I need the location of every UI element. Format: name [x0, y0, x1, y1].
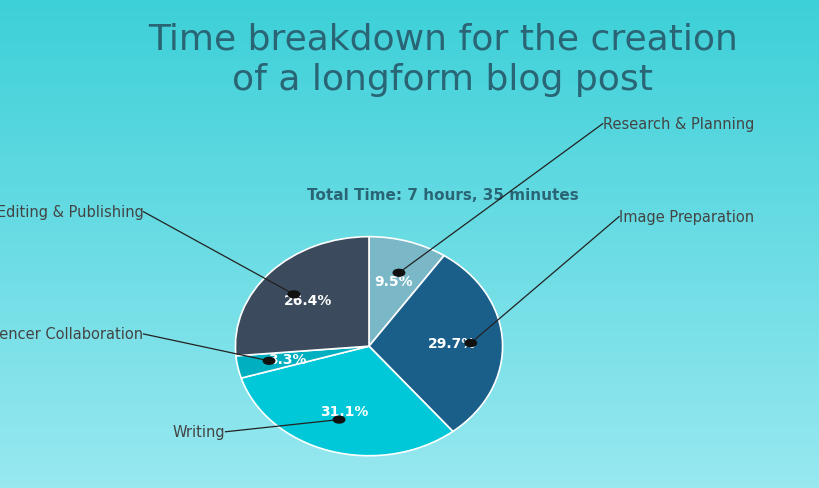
Text: Writing: Writing	[173, 425, 225, 439]
Text: Editing & Publishing: Editing & Publishing	[0, 205, 143, 220]
Wedge shape	[369, 256, 502, 431]
Text: 26.4%: 26.4%	[283, 294, 332, 308]
Text: Research & Planning: Research & Planning	[602, 117, 753, 132]
Text: Time breakdown for the creation
of a longform blog post: Time breakdown for the creation of a lon…	[147, 22, 737, 97]
Wedge shape	[236, 346, 369, 378]
Text: 9.5%: 9.5%	[373, 275, 412, 289]
Text: 3.3%: 3.3%	[268, 352, 306, 366]
Text: Image Preparation: Image Preparation	[618, 210, 753, 224]
Text: 31.1%: 31.1%	[320, 404, 369, 418]
Wedge shape	[369, 237, 444, 346]
Text: Total Time: 7 hours, 35 minutes: Total Time: 7 hours, 35 minutes	[306, 188, 578, 203]
Wedge shape	[235, 237, 369, 356]
Text: Influencer Collaboration: Influencer Collaboration	[0, 327, 143, 342]
Text: 29.7%: 29.7%	[427, 337, 475, 351]
Wedge shape	[241, 346, 452, 456]
